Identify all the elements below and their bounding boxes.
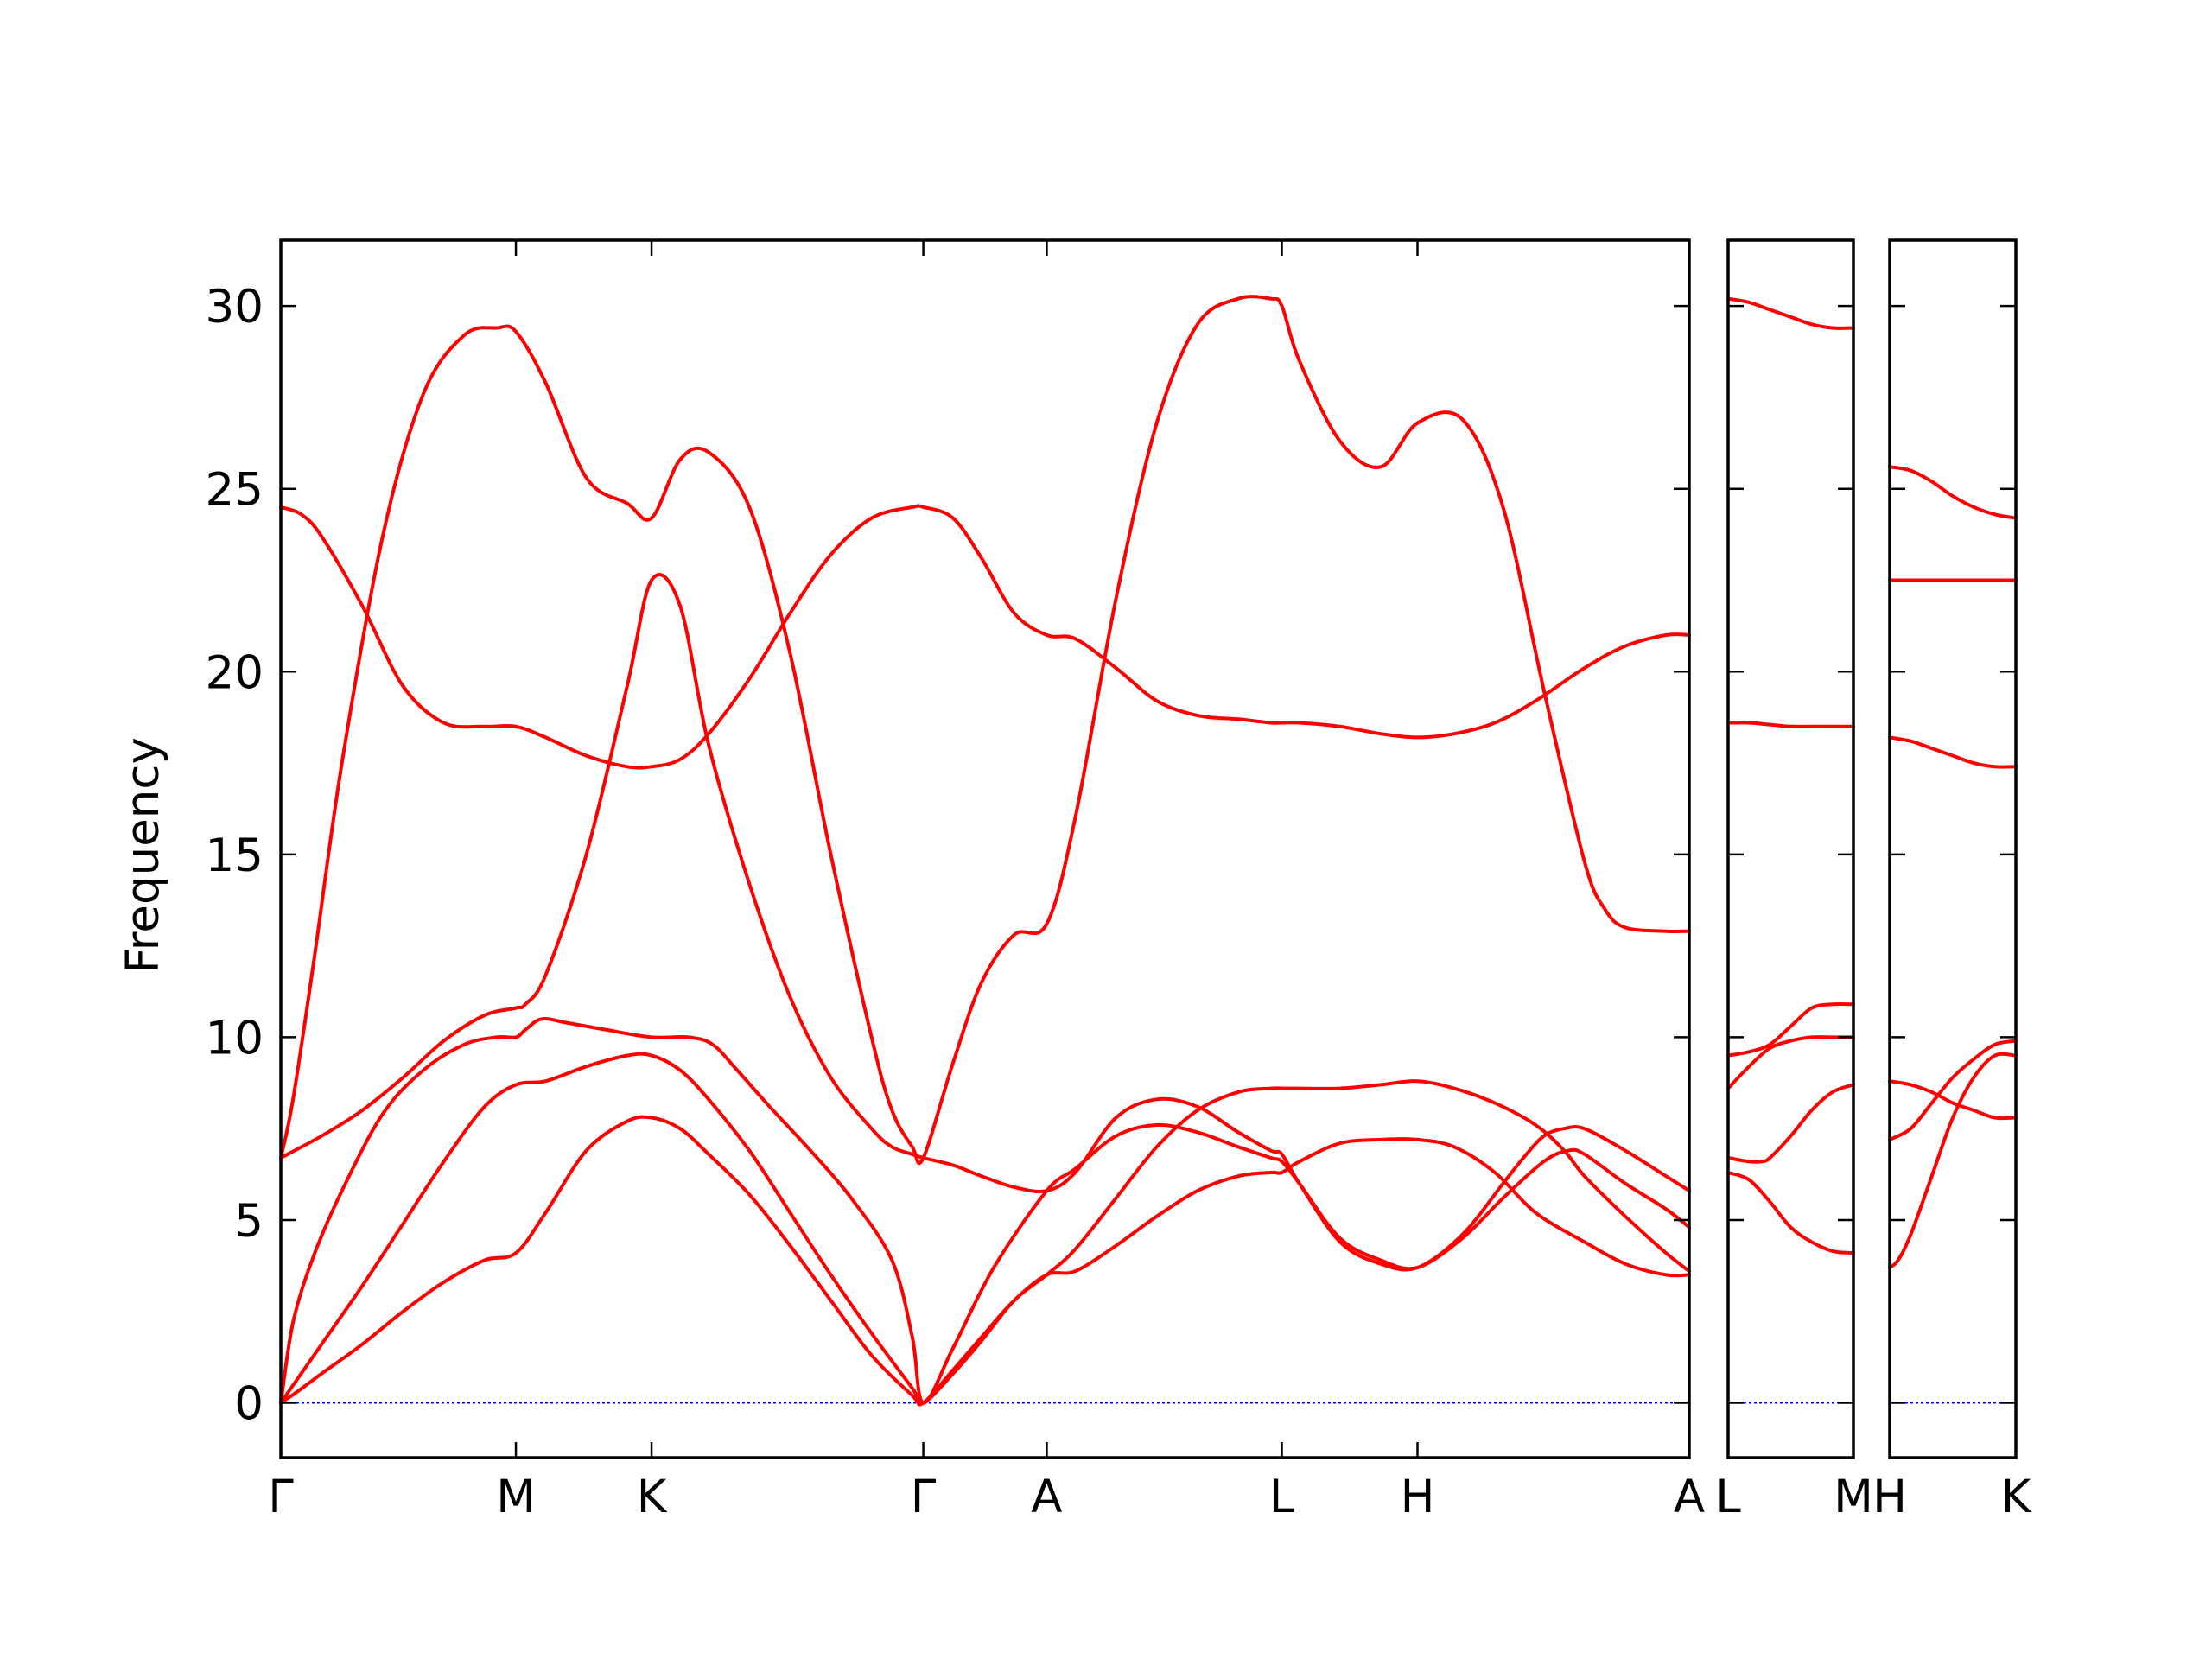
panel-frame	[1888, 238, 2018, 1459]
x-tick-label: K	[2001, 1471, 2032, 1523]
band-2	[1726, 1083, 1855, 1164]
y-tick-label: 15	[206, 830, 264, 882]
x-tick-label: H	[1872, 1471, 1907, 1523]
x-tick-label: Γ	[911, 1471, 937, 1523]
x-tick-label: A	[1674, 1471, 1705, 1523]
band-4	[1888, 735, 2018, 769]
y-axis-label: Frequency	[117, 737, 169, 974]
y-tick-label: 25	[206, 464, 264, 517]
x-tick-label: L	[1715, 1471, 1741, 1523]
band-6	[1888, 465, 2018, 520]
y-tick-label: 20	[206, 646, 264, 699]
band-4	[1726, 1001, 1855, 1058]
x-tick-label: M	[1834, 1471, 1873, 1523]
band-2	[1888, 1039, 2018, 1141]
band-3	[1726, 1035, 1855, 1090]
y-tick-label: 5	[234, 1195, 264, 1248]
x-tick-label: A	[1031, 1471, 1062, 1523]
band-5	[1726, 721, 1855, 728]
panel-frame	[1726, 238, 1855, 1459]
band-3	[1888, 1079, 2018, 1121]
band-5	[279, 295, 1691, 1166]
panel-frame	[279, 238, 1691, 1459]
y-tick-label: 10	[206, 1012, 264, 1065]
band-6	[1726, 296, 1855, 330]
band-1	[1726, 1171, 1855, 1255]
x-tick-label: H	[1401, 1471, 1435, 1523]
band-1	[279, 1115, 1691, 1407]
x-tick-label: M	[496, 1471, 536, 1523]
band-3	[279, 1016, 1691, 1405]
x-tick-label: K	[637, 1471, 668, 1523]
y-tick-label: 30	[206, 281, 264, 334]
y-tick-label: 0	[234, 1378, 264, 1431]
band-2	[279, 1052, 1691, 1406]
x-tick-label: L	[1269, 1471, 1295, 1523]
band-6	[279, 504, 1691, 770]
panel-1: 0 5 10 15 20 25 30 Γ M K Γ A L H A	[206, 238, 1705, 1523]
band-1	[1888, 1052, 2018, 1269]
x-tick-label: Γ	[268, 1471, 294, 1523]
band-4	[279, 573, 1691, 1272]
